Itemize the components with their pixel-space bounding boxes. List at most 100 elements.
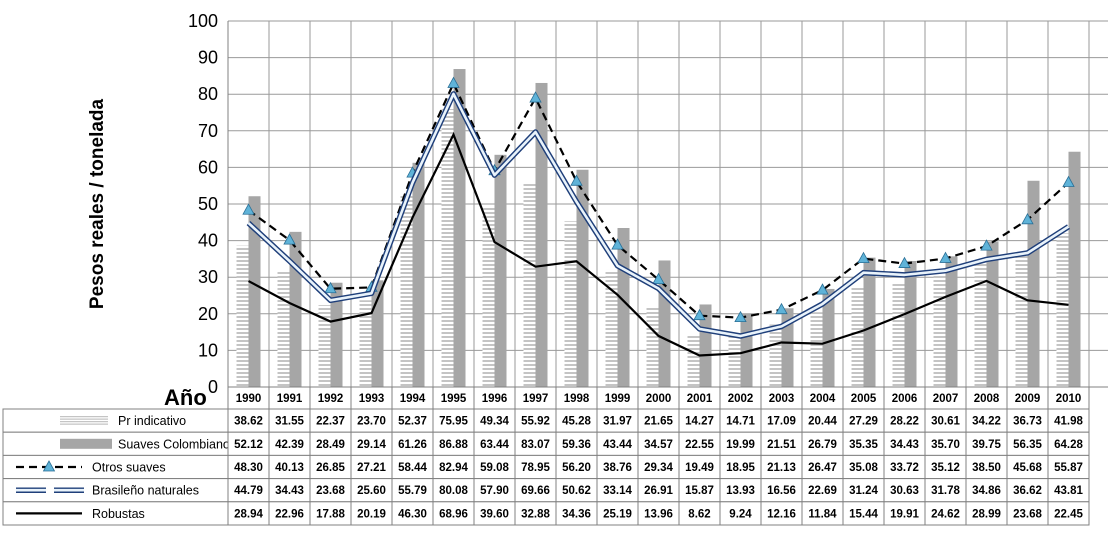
- table-year-label: 1992: [318, 393, 344, 405]
- marker-otros-suaves: [242, 203, 255, 215]
- table-cell-value: 21.51: [767, 439, 796, 451]
- table-year-label: 1999: [605, 393, 631, 405]
- bar-suaves-colombianos: [289, 231, 302, 387]
- table-cell-value: 57.90: [480, 485, 509, 497]
- table-legend-cell: [2, 408, 229, 433]
- legend-key-suaves-colombianos: [60, 438, 112, 449]
- table-cell-value: 28.49: [316, 439, 345, 451]
- y-tick-label: 90: [198, 48, 218, 68]
- bar-suaves-colombianos: [863, 257, 876, 387]
- bar-suaves-colombianos: [945, 256, 958, 387]
- table-cell-value: 55.92: [521, 416, 550, 428]
- table-cell-value: 32.88: [521, 508, 550, 520]
- table-cell-value: 28.22: [890, 416, 919, 428]
- table-cell-value: 18.95: [726, 462, 755, 474]
- marker-otros-suaves: [980, 239, 993, 251]
- table-cell-value: 26.79: [808, 439, 837, 451]
- table-cell-value: 22.96: [275, 508, 304, 520]
- table-year-label: 1990: [236, 393, 262, 405]
- table-year-label: 2002: [728, 393, 754, 405]
- table-cell-value: 75.95: [439, 416, 468, 428]
- table-cell-value: 31.78: [931, 485, 960, 497]
- table-cell-value: 48.30: [234, 462, 263, 474]
- table-cell-value: 46.30: [398, 508, 427, 520]
- table-year-label: 1993: [359, 393, 385, 405]
- marker-otros-suaves: [898, 256, 911, 268]
- table-cell-value: 30.63: [890, 485, 919, 497]
- table-cell-value: 45.68: [1013, 462, 1042, 474]
- bar-pr-indicativo: [605, 269, 618, 387]
- table-year-label: 2007: [933, 393, 959, 405]
- marker-otros-suaves: [939, 251, 952, 263]
- bar-pr-indicativo: [482, 206, 495, 387]
- table-cell-value: 15.44: [849, 508, 878, 520]
- table-year-label: 1996: [482, 393, 508, 405]
- table-cell-value: 56.20: [562, 462, 591, 474]
- line-robustas: [247, 131, 1069, 357]
- marker-otros-suaves: [324, 281, 337, 294]
- marker-otros-suaves: [1062, 175, 1075, 187]
- marker-otros-suaves: [447, 76, 460, 88]
- table-cell-value: 13.93: [726, 485, 755, 497]
- table-cell-value: 30.61: [931, 416, 960, 428]
- table-cell-value: 22.37: [316, 416, 345, 428]
- table-cell-value: 35.35: [849, 439, 878, 451]
- table-cell-value: 59.36: [562, 439, 591, 451]
- table-cell-value: 52.37: [398, 416, 427, 428]
- table-cell-value: 40.13: [275, 462, 304, 474]
- table-cell-value: 36.62: [1013, 485, 1042, 497]
- table-year-label: 2000: [646, 393, 672, 405]
- table-cell-value: 11.84: [808, 508, 837, 520]
- table-cell-value: 34.43: [275, 485, 304, 497]
- bar-suaves-colombianos: [248, 196, 261, 387]
- table-year-label: 1994: [400, 393, 426, 405]
- table-series-name: Brasileño naturales: [92, 484, 199, 498]
- table-cell-value: 42.39: [275, 439, 304, 451]
- marker-otros-suaves: [775, 302, 788, 315]
- bar-pr-indicativo: [810, 312, 823, 387]
- table-cell: [1047, 501, 1090, 526]
- bar-pr-indicativo: [646, 307, 659, 387]
- table-series-name: Robustas: [92, 507, 145, 521]
- table-cell-value: 36.73: [1013, 416, 1042, 428]
- bar-pr-indicativo: [318, 305, 331, 387]
- bar-pr-indicativo: [933, 274, 946, 387]
- table-cell-value: 55.79: [398, 485, 427, 497]
- table-cell-value: 34.36: [562, 508, 591, 520]
- table-cell-value: 82.94: [439, 462, 468, 474]
- bar-suaves-colombianos: [781, 308, 794, 387]
- legend-key-otros-suaves-marker: [42, 460, 56, 472]
- table-cell-value: 23.68: [316, 485, 345, 497]
- bar-pr-indicativo: [769, 324, 782, 387]
- y-tick-label: 100: [188, 11, 218, 31]
- y-tick-label: 20: [198, 304, 218, 324]
- y-axis-title: Pesos reales / tonelada: [87, 98, 108, 309]
- table-cell-value: 80.08: [439, 485, 468, 497]
- table-year-label: 1995: [441, 393, 467, 405]
- table-cell-value: 27.29: [849, 416, 878, 428]
- bar-suaves-colombianos: [330, 282, 343, 387]
- table-cell-value: 25.19: [603, 508, 632, 520]
- table-cell-value: 29.34: [644, 462, 673, 474]
- table-cell-value: 27.21: [357, 462, 386, 474]
- table-cell-value: 33.14: [603, 485, 632, 497]
- table-cell-value: 50.62: [562, 485, 591, 497]
- bar-pr-indicativo: [277, 271, 290, 387]
- table-year-label: 1991: [277, 393, 303, 405]
- marker-otros-suaves: [816, 283, 829, 295]
- marker-otros-suaves: [652, 272, 665, 285]
- table-cell-value: 17.09: [767, 416, 796, 428]
- table-cell-value: 34.22: [972, 416, 1001, 428]
- table-cell-value: 20.19: [357, 508, 386, 520]
- table-cell-value: 19.49: [685, 462, 714, 474]
- table-cell-value: 43.81: [1054, 485, 1083, 497]
- table-cell-value: 34.43: [890, 439, 919, 451]
- bar-suaves-colombianos: [822, 288, 835, 387]
- table-cell-value: 22.45: [1054, 508, 1083, 520]
- bar-suaves-colombianos: [1068, 151, 1081, 387]
- table-cell-value: 86.88: [439, 439, 468, 451]
- table-cell-value: 55.87: [1054, 462, 1083, 474]
- marker-otros-suaves: [693, 308, 706, 321]
- table-cell-value: 56.35: [1013, 439, 1042, 451]
